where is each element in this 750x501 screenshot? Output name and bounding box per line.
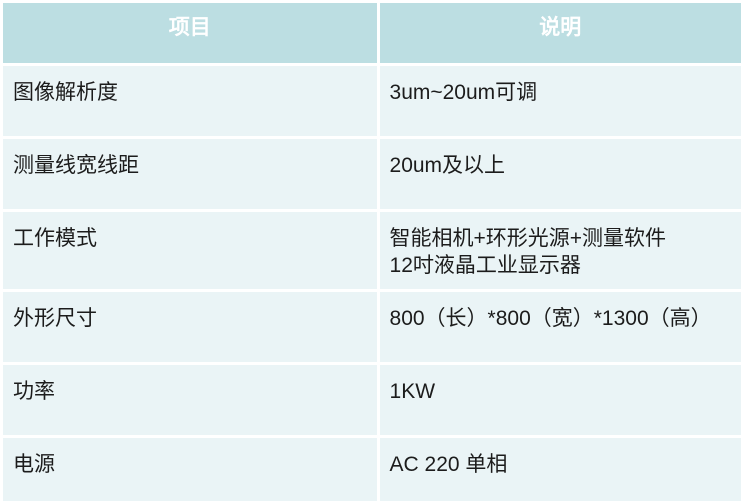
desc-cell: 800（长）*800（宽）*1300（高） <box>379 292 741 362</box>
item-cell: 功率 <box>3 365 377 435</box>
item-cell: 电源 <box>3 438 377 501</box>
column-header-item: 项目 <box>3 3 377 63</box>
table-row: 外形尺寸 800（长）*800（宽）*1300（高） <box>3 292 741 362</box>
column-header-desc: 说明 <box>379 3 741 63</box>
desc-cell: 1KW <box>379 365 741 435</box>
desc-cell: 3um~20um可调 <box>379 66 741 136</box>
item-cell: 图像解析度 <box>3 66 377 136</box>
item-cell: 工作模式 <box>3 212 377 289</box>
table-row: 电源 AC 220 单相 <box>3 438 741 501</box>
desc-cell: AC 220 单相 <box>379 438 741 501</box>
table-header-row: 项目 说明 <box>3 3 741 63</box>
item-cell: 外形尺寸 <box>3 292 377 362</box>
desc-cell: 20um及以上 <box>379 139 741 209</box>
table-row: 测量线宽线距 20um及以上 <box>3 139 741 209</box>
desc-cell: 智能相机+环形光源+测量软件 12吋液晶工业显示器 <box>379 212 741 289</box>
table-row: 图像解析度 3um~20um可调 <box>3 66 741 136</box>
table-row: 工作模式 智能相机+环形光源+测量软件 12吋液晶工业显示器 <box>3 212 741 289</box>
item-cell: 测量线宽线距 <box>3 139 377 209</box>
table-row: 功率 1KW <box>3 365 741 435</box>
